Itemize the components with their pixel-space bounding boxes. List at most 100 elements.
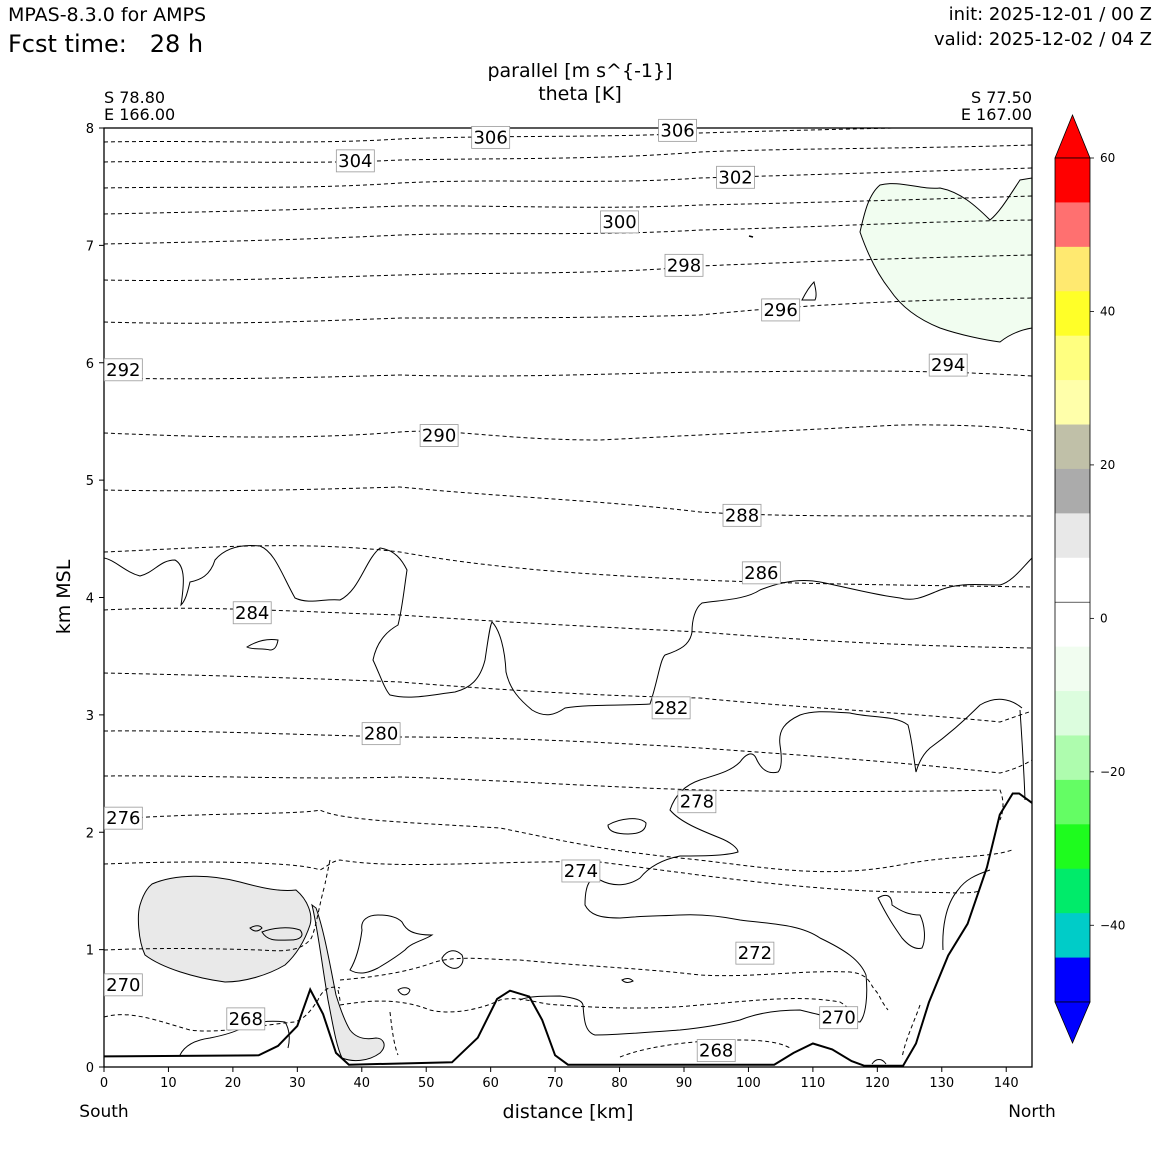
theta-label-box [103, 806, 143, 830]
x-tick-label: 140 [994, 1076, 1019, 1091]
x-tick-label: 40 [354, 1076, 371, 1091]
theta-label-text: 268 [229, 1009, 263, 1030]
theta-label-box [103, 973, 143, 997]
theta-label: 306 [471, 125, 511, 149]
wind-contour-low-mid [349, 914, 634, 996]
theta-label-text: 270 [106, 975, 140, 996]
colorbar-segment [1055, 513, 1090, 559]
theta-label: 278 [677, 790, 717, 814]
x-tick-label: 70 [547, 1076, 564, 1091]
x-axis-title: distance [km] [503, 1101, 634, 1123]
colorbar-segment [1055, 691, 1090, 736]
theta-label-text: 276 [106, 808, 140, 829]
theta-label-text: 288 [725, 505, 759, 526]
right-latitude: S 77.50 [970, 88, 1032, 107]
north-label: North [1008, 1102, 1056, 1122]
theta-label: 282 [651, 696, 691, 720]
theta-label-text: 278 [680, 792, 714, 813]
theta-label-box [658, 118, 697, 142]
x-tick-label: 80 [611, 1076, 628, 1091]
wind-contour-mid [607, 818, 647, 835]
chart-title-parallel: parallel [m s^{-1}] [487, 60, 673, 82]
colorbar-segment [1055, 246, 1090, 292]
theta-label-text: 290 [422, 426, 456, 447]
theta-label-text: 284 [235, 603, 269, 624]
theta-label-text: 292 [106, 360, 140, 381]
south-label: South [79, 1102, 128, 1122]
colorbar-segment [1055, 646, 1090, 692]
theta-label-text: 306 [660, 120, 694, 141]
theta-label-text: 282 [654, 698, 688, 719]
x-tick-label: 100 [736, 1076, 761, 1091]
theta-label: 294 [928, 353, 968, 377]
x-tick-label: 130 [929, 1076, 954, 1091]
theta-label-box [471, 125, 511, 149]
theta-label: 270 [103, 973, 143, 997]
theta-label-box [561, 859, 601, 883]
colorbar-segment [1055, 557, 1090, 603]
theta-label-box [741, 561, 781, 585]
colorbar-segment [1055, 335, 1090, 381]
valid-time: valid: 2025-12-02 / 04 Z [934, 29, 1152, 50]
theta-label-box [677, 790, 717, 814]
theta-label-box [226, 1007, 266, 1031]
right-longitude: E 167.00 [960, 105, 1032, 124]
theta-label: 272 [735, 941, 775, 965]
x-tick-label: 90 [676, 1076, 693, 1091]
wind-shade-positive [137, 875, 312, 983]
forecast-time: Fcst time: 28 h [8, 32, 203, 56]
colorbar-extend-top [1054, 113, 1091, 159]
theta-label-box [735, 941, 775, 965]
colorbar-extend-bottom [1054, 1001, 1091, 1045]
y-tick-label: 7 [86, 239, 94, 254]
x-tick-label: 60 [482, 1076, 499, 1091]
theta-label-text: 272 [738, 943, 772, 964]
colorbar-tick-label: 60 [1100, 151, 1115, 165]
y-axis: 0 1 2 3 4 5 6 7 8 [86, 122, 104, 1076]
theta-label-text: 274 [564, 861, 598, 882]
theta-label-box [696, 1039, 736, 1062]
x-tick-label: 0 [100, 1076, 108, 1091]
wind-shade-positive-2 [311, 903, 385, 1062]
x-tick-label: 110 [800, 1076, 825, 1091]
colorbar-segment [1055, 779, 1090, 825]
y-tick-label: 8 [86, 122, 94, 137]
theta-label: 300 [600, 210, 639, 234]
wind-contour-small-2 [246, 639, 279, 651]
x-tick-label: 120 [865, 1076, 890, 1091]
theta-label: 288 [722, 503, 762, 527]
theta-label: 286 [741, 561, 781, 585]
theta-label: 296 [761, 298, 801, 322]
theta-label-text: 302 [718, 167, 752, 188]
y-tick-label: 4 [86, 592, 94, 607]
theta-label: 276 [103, 806, 143, 830]
theta-label-text: 270 [821, 1008, 855, 1029]
colorbar-tick-label: 20 [1100, 458, 1115, 472]
theta-label-box [232, 601, 272, 625]
colorbar-tick-label: −20 [1100, 765, 1125, 779]
theta-label: 304 [335, 149, 375, 173]
theta-label-box [361, 722, 401, 746]
theta-label: 274 [561, 859, 601, 883]
theta-label-box [716, 165, 755, 189]
colorbar-segment [1055, 913, 1090, 958]
colorbar-segment [1055, 202, 1090, 248]
theta-label: 298 [664, 253, 704, 277]
y-tick-label: 5 [86, 474, 94, 489]
colorbar-segment [1055, 957, 1090, 1003]
theta-label-box [651, 696, 691, 720]
right-endpoint: S 77.50 E 167.00 [961, 89, 1032, 123]
chart-title-theta: theta [K] [538, 83, 622, 105]
theta-label-text: 294 [931, 355, 965, 376]
colorbar-segment [1055, 602, 1090, 648]
colorbar-segment [1055, 735, 1090, 781]
theta-label: 302 [716, 165, 755, 189]
theta-label: 268 [696, 1039, 736, 1062]
theta-label-box [103, 358, 143, 382]
theta-label: 306 [658, 118, 697, 142]
theta-label-box [664, 253, 704, 277]
left-longitude: E 166.00 [104, 105, 176, 124]
terrain-line [104, 792, 1032, 1067]
colorbar-tick-label: 0 [1100, 611, 1108, 625]
